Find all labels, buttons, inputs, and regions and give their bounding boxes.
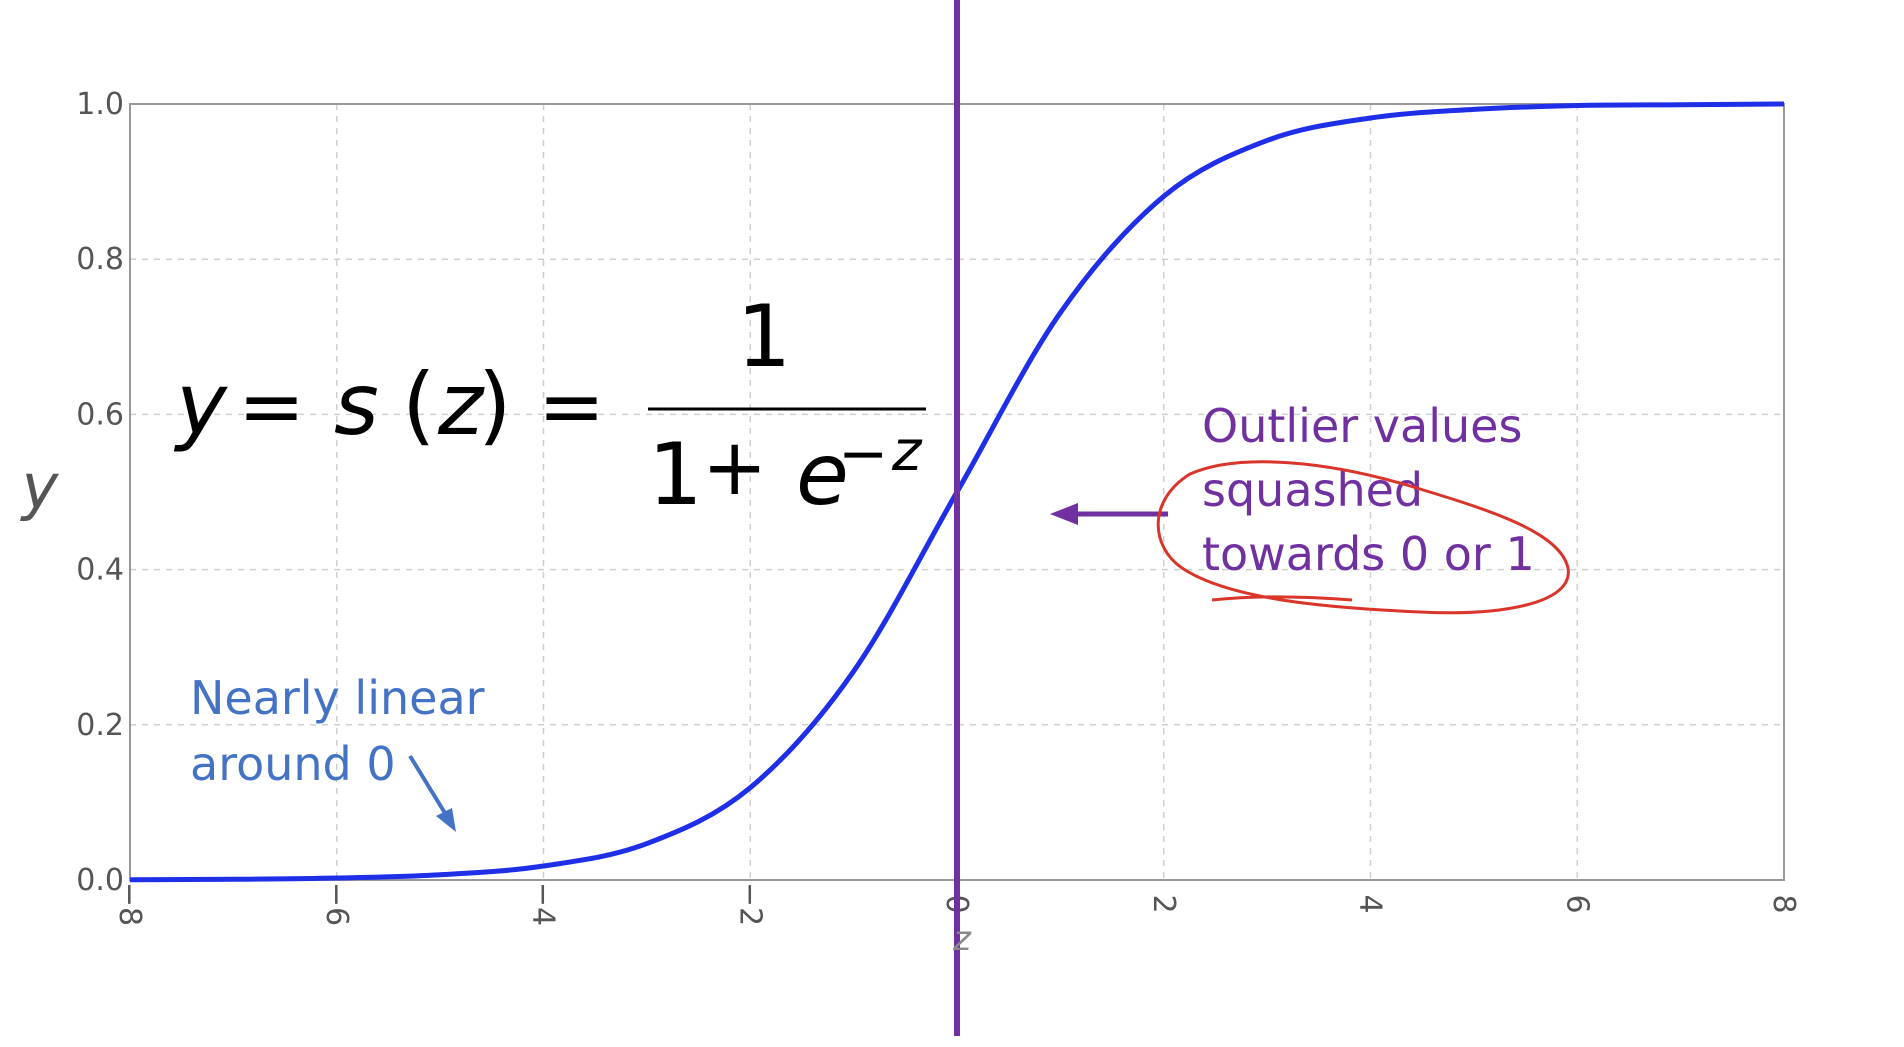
axis-ticks: −8−6−4−2024680.00.20.40.60.81.0 (76, 87, 1801, 926)
formula-open-paren: ( (402, 355, 436, 455)
y-tick-label: 0.6 (76, 397, 124, 432)
left-note-line-2: around 0 (190, 737, 396, 791)
left-note-line-1: Nearly linear (190, 671, 485, 725)
x-tick-label: 4 (1353, 894, 1388, 913)
x-axis-label: z (952, 919, 972, 959)
formula-exponent-z: z (891, 419, 923, 484)
left-annotation: Nearly linear around 0 (190, 671, 485, 832)
right-note-arrow-head (1050, 503, 1078, 525)
formula-equals-2: = (538, 360, 605, 453)
y-axis-label: y (20, 450, 60, 523)
left-note-arrow-shaft (410, 756, 448, 818)
formula-s: s (334, 355, 379, 455)
left-note-arrow-head (436, 808, 456, 832)
formula-plus: + (702, 423, 767, 513)
right-note-line-2: squashed (1202, 463, 1423, 517)
y-tick-label: 0.2 (76, 708, 124, 743)
y-tick-label: 0.8 (76, 242, 124, 277)
formula-equals-1: = (238, 360, 305, 453)
formula-close-paren: ) (478, 355, 512, 455)
y-tick-label: 0.0 (76, 863, 124, 898)
x-tick-label: −4 (526, 882, 561, 926)
right-note-line-1: Outlier values (1202, 399, 1522, 453)
sigmoid-formula: y = s ( z ) = 1 1 + e − z (173, 287, 926, 525)
x-tick-label: 8 (1766, 894, 1801, 913)
x-tick-label: 2 (1146, 894, 1181, 913)
y-tick-label: 1.0 (76, 87, 124, 122)
formula-y: y (173, 355, 228, 455)
right-note-line-3: towards 0 or 1 (1202, 527, 1535, 581)
x-tick-label: −6 (319, 882, 354, 926)
x-tick-label: 6 (1559, 894, 1594, 913)
formula-denominator-one: 1 (648, 425, 703, 525)
right-annotation: Outlier values squashed towards 0 or 1 (1050, 399, 1568, 613)
x-tick-label: −2 (732, 882, 767, 926)
formula-minus: − (838, 419, 888, 489)
y-tick-label: 0.4 (76, 553, 124, 588)
formula-numerator: 1 (737, 287, 792, 387)
